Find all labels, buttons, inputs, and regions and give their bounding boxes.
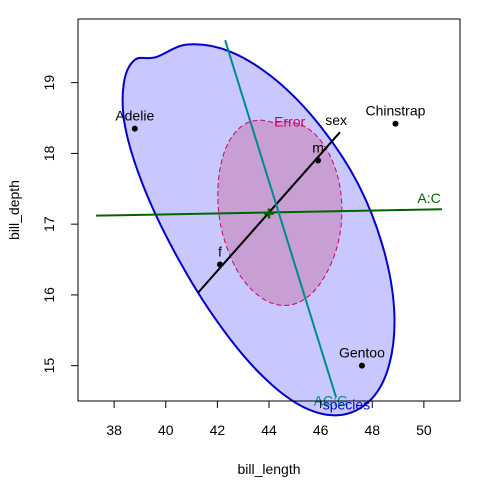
point-adelie (132, 126, 138, 132)
line-label-a-c: A:C (417, 190, 440, 206)
ellipse-label-error: Error (274, 114, 305, 130)
x-tick-label-44: 44 (261, 422, 277, 438)
point-label-chinstrap: Chinstrap (366, 103, 426, 119)
y-tick-label-18: 18 (41, 145, 57, 161)
x-tick-label-46: 46 (313, 422, 329, 438)
point-m (315, 157, 321, 163)
x-tick-label-48: 48 (364, 422, 380, 438)
point-label-adelie: Adelie (115, 108, 154, 124)
line-label-sex: sex (325, 112, 347, 128)
y-tick-label-16: 16 (41, 287, 57, 303)
x-tick-label-50: 50 (416, 422, 432, 438)
y-tick-label-19: 19 (41, 75, 57, 91)
x-axis-title: bill_length (237, 461, 300, 477)
point-label-gentoo: Gentoo (339, 345, 385, 361)
point-chinstrap (392, 121, 398, 127)
x-tick-label-38: 38 (106, 422, 122, 438)
point-label-f: f (218, 243, 222, 259)
x-tick-label-42: 42 (210, 422, 226, 438)
point-label-m: m (312, 139, 324, 155)
y-tick-label-17: 17 (41, 216, 57, 232)
point-f (217, 261, 223, 267)
y-axis-title: bill_depth (6, 180, 22, 240)
y-tick-label-15: 15 (41, 358, 57, 374)
x-tick-label-40: 40 (158, 422, 174, 438)
point-gentoo (359, 363, 365, 369)
